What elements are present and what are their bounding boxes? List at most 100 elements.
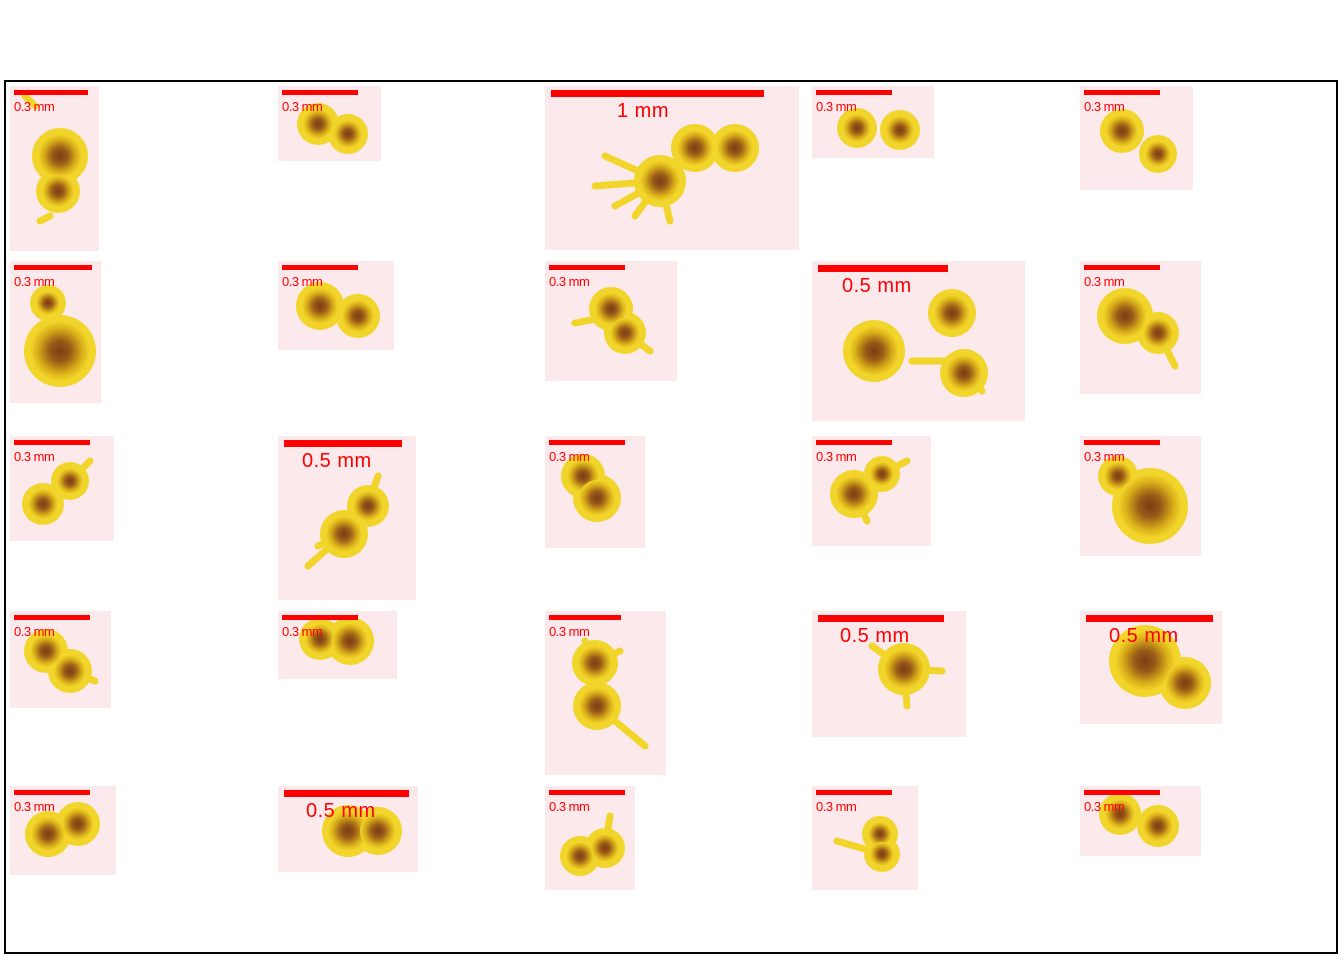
particle-core — [1143, 811, 1173, 841]
particle-core — [1115, 631, 1175, 691]
particle-cluster-image — [591, 124, 759, 225]
micrograph-tile: 0.3 mm — [278, 611, 397, 679]
micrograph-tile: 0.3 mm — [812, 786, 918, 890]
particle-core — [870, 462, 894, 486]
particle-core — [30, 635, 62, 667]
particle-core — [1143, 318, 1173, 348]
scale-bar — [1084, 265, 1160, 270]
scale-bar — [1084, 90, 1160, 95]
micrograph-tile: 1 mm — [545, 86, 799, 250]
particle-cluster-image — [1098, 456, 1188, 544]
particle-core — [566, 842, 594, 870]
micrograph-tile: 0.5 mm — [812, 611, 966, 737]
scale-bar-label: 0.3 mm — [14, 799, 55, 814]
image-grid-frame: 0.3 mm 0.3 mm 1 mm 0.3 mm 0.3 mm 0.3 mm 0.3 mm… — [4, 80, 1338, 954]
scale-bar — [282, 265, 358, 270]
particle-core — [578, 646, 612, 680]
particle-core — [353, 491, 383, 521]
particle-core — [717, 130, 753, 166]
particle-core — [36, 291, 60, 315]
particle-core — [326, 516, 362, 552]
micrograph-tile: 0.5 mm — [278, 786, 418, 872]
scale-bar-label: 0.5 mm — [840, 625, 910, 647]
scale-bar — [549, 265, 625, 270]
scale-bar-label: 0.3 mm — [14, 274, 55, 289]
particle-core — [677, 130, 713, 166]
particle-core — [302, 288, 338, 324]
particle-core — [868, 822, 892, 846]
particle-cluster-image — [868, 642, 946, 710]
particle-core — [334, 120, 362, 148]
scale-bar — [816, 90, 892, 95]
scale-bar-label: 0.3 mm — [282, 624, 323, 639]
particle-core — [870, 842, 894, 866]
particle-core — [1105, 799, 1135, 829]
scale-bar-label: 0.5 mm — [306, 800, 376, 822]
particle-cluster-image — [299, 617, 374, 665]
scale-bar — [14, 90, 88, 95]
particle-core — [843, 114, 871, 142]
scale-bar-label: 1 mm — [617, 100, 669, 122]
scale-bar — [1084, 790, 1160, 795]
scale-bar-label: 0.3 mm — [1084, 449, 1125, 464]
particle-core — [595, 293, 627, 325]
micrograph-tile: 0.3 mm — [10, 786, 116, 875]
scale-bar-label: 0.3 mm — [549, 449, 590, 464]
scale-bar — [284, 790, 409, 797]
scale-bar-label: 0.3 mm — [14, 99, 55, 114]
particle-cluster-image — [24, 629, 99, 693]
particle-cluster-image — [843, 289, 988, 397]
scale-bar-label: 0.3 mm — [816, 799, 857, 814]
scale-bar-label: 0.5 mm — [1109, 625, 1179, 647]
particle-core — [42, 175, 74, 207]
particle-core — [1104, 462, 1132, 490]
particle-core — [1106, 115, 1138, 147]
scale-bar — [818, 265, 948, 272]
particle-protrusion — [36, 212, 54, 225]
micrograph-tile: 0.3 mm — [10, 436, 114, 541]
particle-cluster-image — [25, 802, 100, 857]
particle-core — [946, 355, 982, 391]
scale-bar-label: 0.3 mm — [282, 99, 323, 114]
particle-core — [1145, 141, 1171, 167]
particle-core — [28, 489, 58, 519]
micrograph-tile: 0.5 mm — [1080, 611, 1222, 724]
particle-core — [342, 300, 374, 332]
scale-bar-label: 0.3 mm — [1084, 799, 1125, 814]
scale-bar — [14, 440, 90, 445]
particle-core — [62, 808, 94, 840]
particle-cluster-image — [571, 287, 654, 355]
particle-core — [579, 480, 615, 516]
particle-cluster-image — [297, 103, 368, 154]
particle-core — [328, 811, 368, 851]
particle-core — [57, 468, 83, 494]
scale-bar-label: 0.3 mm — [282, 274, 323, 289]
scale-bar-label: 0.3 mm — [549, 799, 590, 814]
particle-core — [54, 655, 86, 687]
particle-core — [886, 116, 914, 144]
particle-core — [849, 326, 899, 376]
scale-bar — [1084, 440, 1160, 445]
micrograph-tile: 0.3 mm — [278, 86, 381, 161]
particle-cluster-image — [304, 472, 389, 570]
particle-cluster-image — [837, 108, 920, 150]
scale-bar-label: 0.3 mm — [1084, 99, 1125, 114]
micrograph-tile: 0.3 mm — [812, 436, 931, 546]
scale-bar-label: 0.5 mm — [842, 275, 912, 297]
scale-bar-label: 0.3 mm — [816, 99, 857, 114]
micrograph-tile: 0.3 mm — [278, 261, 394, 350]
particle-cluster-image — [561, 454, 621, 522]
scale-bar — [14, 615, 90, 620]
scale-bar — [549, 440, 625, 445]
particle-cluster-image — [22, 457, 94, 525]
scale-bar-label: 0.3 mm — [549, 624, 590, 639]
particle-cluster-image — [322, 805, 402, 857]
particle-core — [836, 476, 872, 512]
scale-bar-label: 0.3 mm — [1084, 274, 1125, 289]
particle-core — [579, 688, 615, 724]
particle-core — [38, 134, 82, 178]
scale-bar — [1086, 615, 1213, 622]
particle-core — [332, 623, 368, 659]
scale-bar — [282, 615, 358, 620]
scale-bar — [816, 440, 892, 445]
